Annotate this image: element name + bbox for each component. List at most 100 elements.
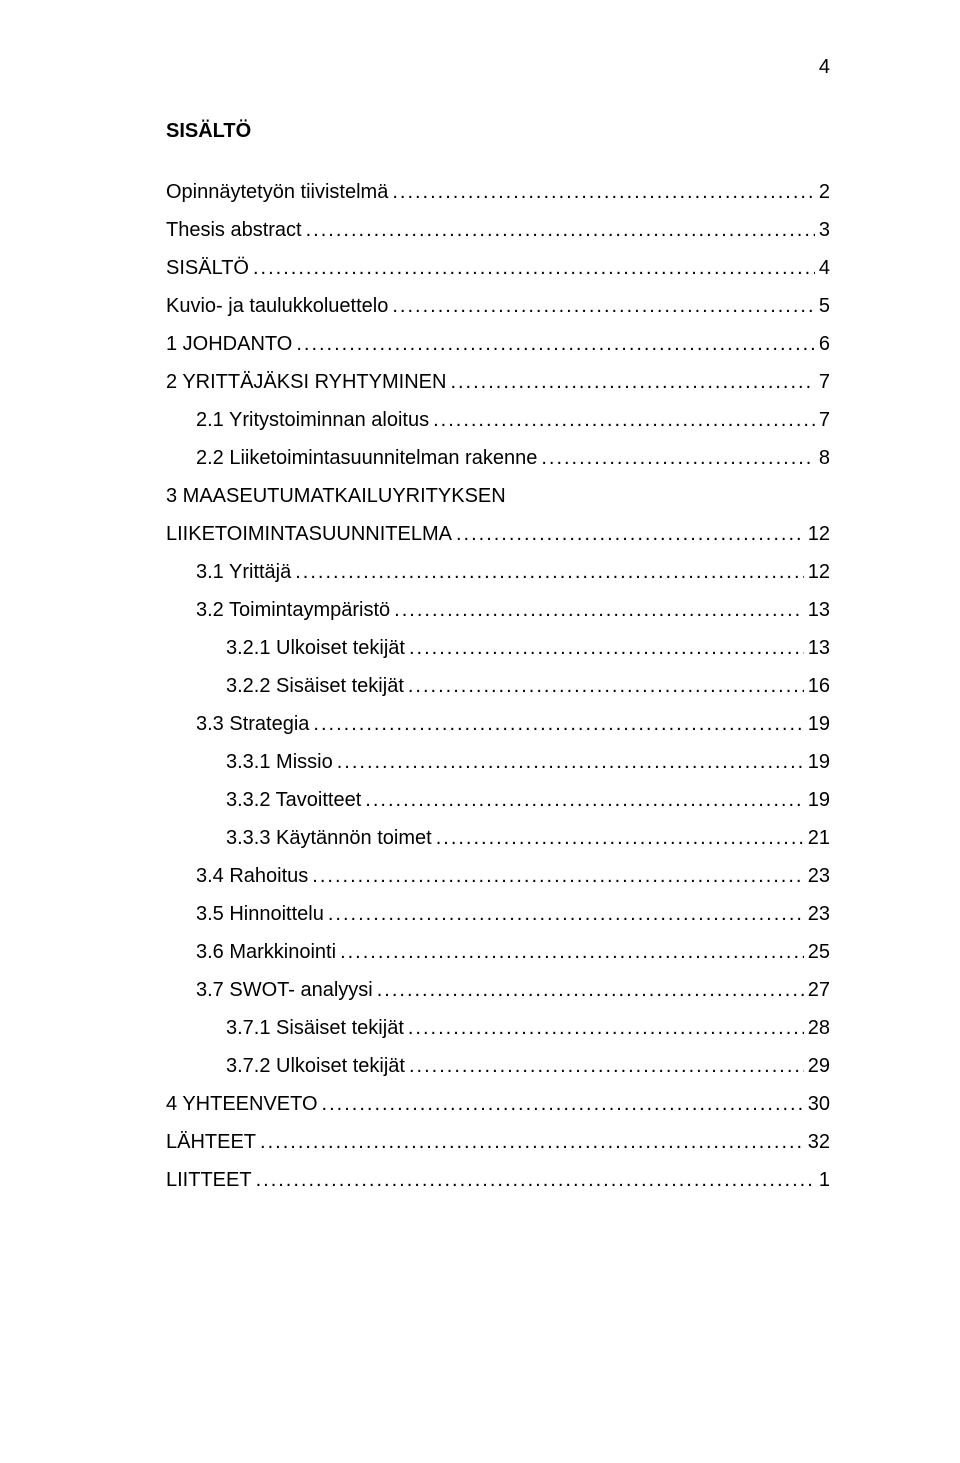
toc-entry: 4 YHTEENVETO 30 [166,1093,830,1116]
toc-entry: 3.3.2 Tavoitteet19 [166,789,830,812]
toc-entry-label: Opinnäytetyön tiivistelmä [166,181,388,204]
toc-entry-label: 3.7 SWOT- analyysi [196,979,373,1002]
toc-entry-page: 16 [808,675,830,698]
toc-entry-label: 3.2.1 Ulkoiset tekijät [226,637,405,660]
toc-leader-dots [306,219,815,242]
toc-entry: 3.3 Strategia 19 [166,713,830,736]
toc-entry: Thesis abstract 3 [166,219,830,242]
toc-leader-dots [295,561,804,584]
toc-body: Opinnäytetyön tiivistelmä 2 Thesis abstrac… [166,181,830,1192]
toc-leader-dots [456,523,804,546]
toc-entry: LIIKETOIMINTASUUNNITELMA 12 [166,523,830,546]
toc-entry: 3.2.1 Ulkoiset tekijät 13 [166,637,830,660]
toc-entry-label: LIITTEET [166,1169,252,1192]
toc-entry: LIITTEET 1 [166,1169,830,1192]
toc-entry-label: LIIKETOIMINTASUUNNITELMA [166,523,452,546]
toc-leader-dots [394,599,804,622]
toc-entry-label: 3.2 Toimintaympäristö [196,599,390,622]
toc-leader-dots [409,637,804,660]
toc-leader-dots [322,1093,804,1116]
toc-entry-page: 27 [808,979,830,1002]
toc-entry: 2 YRITTÄJÄKSI RYHTYMINEN 7 [166,371,830,394]
document-page: 4 SISÄLTÖ Opinnäytetyön tiivistelmä 2 Thes… [0,0,960,1463]
toc-entry-label: 3.7.2 Ulkoiset tekijät [226,1055,405,1078]
toc-entry-page: 30 [808,1093,830,1116]
toc-leader-dots [392,181,815,204]
toc-entry: 3.6 Markkinointi 25 [166,941,830,964]
toc-entry-label: 3 MAASEUTUMATKAILUYRITYKSEN [166,485,506,508]
toc-entry-page: 8 [819,447,830,470]
page-number: 4 [819,56,830,79]
toc-entry: 3 MAASEUTUMATKAILUYRITYKSEN [166,485,830,508]
toc-entry: LÄHTEET 32 [166,1131,830,1154]
toc-entry-page: 13 [808,599,830,622]
toc-leader-dots [256,1169,815,1192]
toc-leader-dots [392,295,815,318]
toc-entry-label: 3.3.3 Käytännön toimet [226,827,432,850]
toc-entry-page: 1 [819,1169,830,1192]
toc-entry-label: 3.3.1 Missio [226,751,333,774]
toc-entry-page: 3 [819,219,830,242]
toc-leader-dots [260,1131,804,1154]
toc-leader-dots [312,865,803,888]
toc-entry: 3.7.2 Ulkoiset tekijät 29 [166,1055,830,1078]
toc-entry-page: 4 [819,257,830,280]
toc-entry-page: 12 [808,523,830,546]
toc-entry-page: 19 [808,751,830,774]
toc-entry: 3.7.1 Sisäiset tekijät 28 [166,1017,830,1040]
toc-entry-label: 3.3 Strategia [196,713,309,736]
toc-entry-page: 5 [819,295,830,318]
toc-entry-label: 3.7.1 Sisäiset tekijät [226,1017,404,1040]
toc-entry-page: 25 [808,941,830,964]
toc-entry-page: 6 [819,333,830,356]
toc-entry-page: 13 [808,637,830,660]
toc-entry: 3.7 SWOT- analyysi 27 [166,979,830,1002]
toc-entry-page: 23 [808,865,830,888]
toc-leader-dots [296,333,815,356]
toc-leader-dots [340,941,804,964]
toc-entry: 3.3.3 Käytännön toimet 21 [166,827,830,850]
toc-entry-label: LÄHTEET [166,1131,256,1154]
toc-entry-label: 2 YRITTÄJÄKSI RYHTYMINEN [166,371,446,394]
toc-entry-page: 28 [808,1017,830,1040]
toc-entry-page: 7 [819,409,830,432]
toc-leader-dots [377,979,804,1002]
toc-leader-dots [365,789,803,812]
toc-entry: 2.1 Yritystoiminnan aloitus7 [166,409,830,432]
toc-leader-dots [408,675,804,698]
toc-heading: SISÄLTÖ [166,120,830,143]
toc-entry-label: SISÄLTÖ [166,257,249,280]
toc-entry: 3.4 Rahoitus 23 [166,865,830,888]
toc-entry: 3.2.2 Sisäiset tekijät 16 [166,675,830,698]
toc-entry-page: 23 [808,903,830,926]
toc-entry-label: 3.4 Rahoitus [196,865,308,888]
toc-leader-dots [433,409,815,432]
toc-entry-page: 2 [819,181,830,204]
toc-entry: SISÄLTÖ 4 [166,257,830,280]
toc-entry-page: 19 [808,713,830,736]
toc-entry-label: 3.2.2 Sisäiset tekijät [226,675,404,698]
toc-entry: Opinnäytetyön tiivistelmä 2 [166,181,830,204]
toc-entry: Kuvio- ja taulukkoluettelo 5 [166,295,830,318]
toc-entry-page: 7 [819,371,830,394]
toc-entry: 3.5 Hinnoittelu 23 [166,903,830,926]
toc-leader-dots [253,257,815,280]
toc-entry-page: 21 [808,827,830,850]
toc-entry: 3.1 Yrittäjä12 [166,561,830,584]
toc-entry-label: 2.2 Liiketoimintasuunnitelman rakenne [196,447,537,470]
toc-leader-dots [337,751,804,774]
toc-leader-dots [313,713,803,736]
toc-entry-label: Thesis abstract [166,219,302,242]
toc-entry: 1 JOHDANTO 6 [166,333,830,356]
toc-entry-label: Kuvio- ja taulukkoluettelo [166,295,388,318]
toc-leader-dots [409,1055,804,1078]
toc-entry-label: 1 JOHDANTO [166,333,292,356]
toc-entry-label: 3.6 Markkinointi [196,941,336,964]
toc-entry: 3.3.1 Missio 19 [166,751,830,774]
toc-leader-dots [408,1017,804,1040]
toc-entry-label: 4 YHTEENVETO [166,1093,318,1116]
toc-leader-dots [328,903,804,926]
toc-entry-label: 3.5 Hinnoittelu [196,903,324,926]
toc-entry-page: 29 [808,1055,830,1078]
toc-entry-page: 32 [808,1131,830,1154]
